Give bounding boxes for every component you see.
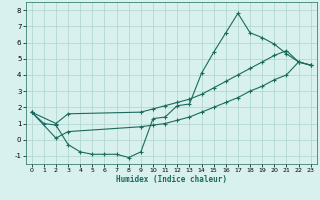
X-axis label: Humidex (Indice chaleur): Humidex (Indice chaleur) — [116, 175, 227, 184]
